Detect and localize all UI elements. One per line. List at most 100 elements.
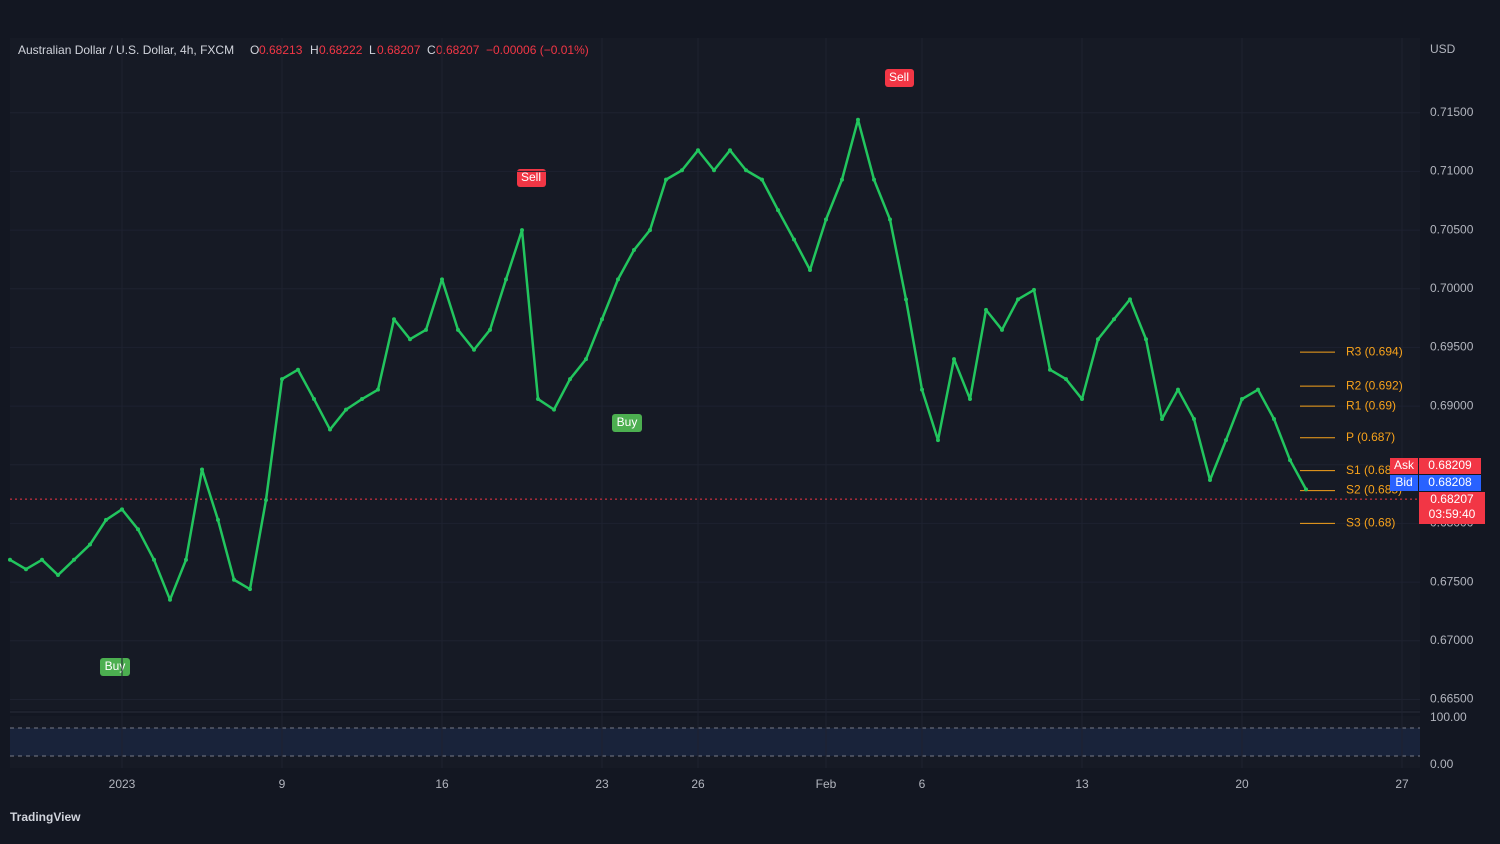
price-point: [1032, 287, 1036, 292]
price-point: [440, 277, 444, 282]
x-tick-label: 16: [435, 777, 449, 791]
price-point: [120, 507, 124, 512]
price-point: [616, 277, 620, 282]
price-point: [376, 387, 380, 392]
pivot-label: S2 (0.685): [1346, 483, 1402, 497]
price-point: [1096, 337, 1100, 342]
price-point: [856, 117, 860, 122]
x-tick-label: 9: [279, 777, 286, 791]
price-point: [1080, 397, 1084, 402]
price-point: [104, 517, 108, 522]
signal-sell: Sell: [885, 69, 914, 87]
price-point: [408, 337, 412, 342]
y-tick-label: 0.69500: [1430, 340, 1474, 354]
price-point: [1064, 377, 1068, 382]
price-point: [1208, 478, 1212, 483]
price-point: [1016, 297, 1020, 302]
price-point: [792, 237, 796, 242]
price-point: [136, 527, 140, 532]
pivot-label: P (0.687): [1346, 430, 1395, 444]
y-tick-label: 0.66500: [1430, 692, 1474, 706]
price-point: [584, 357, 588, 362]
signal-label: Buy: [105, 659, 126, 673]
pivot-label: R2 (0.692): [1346, 378, 1403, 392]
oscillator-tick-label: 100.00: [1430, 710, 1467, 724]
x-tick-label: 13: [1075, 777, 1089, 791]
price-point: [1000, 327, 1004, 332]
price-point: [1240, 397, 1244, 402]
currency: USD: [1430, 42, 1456, 56]
quote-box: Ask 0.68209 Bid 0.68208 0.68207 03:59:40: [1390, 458, 1485, 524]
price-point: [152, 557, 156, 562]
price-point: [728, 148, 732, 153]
price-point: [8, 557, 12, 562]
price-point: [968, 397, 972, 402]
y-tick-label: 0.67000: [1430, 633, 1474, 647]
last-price: 0.68207: [1430, 492, 1474, 506]
price-point: [88, 542, 92, 547]
y-tick-label: 0.71500: [1430, 105, 1474, 119]
price-point: [280, 377, 284, 382]
price-point: [632, 248, 636, 253]
price-point: [1256, 387, 1260, 392]
price-point: [1160, 417, 1164, 422]
close-label: C: [427, 43, 436, 57]
price-point: [1192, 417, 1196, 422]
price-point: [1224, 438, 1228, 443]
price-point: [872, 177, 876, 182]
price-point: [1304, 487, 1308, 492]
price-point: [984, 307, 988, 312]
open-value: 0.68213: [259, 43, 303, 57]
oscillator-tick-label: 0.00: [1430, 757, 1454, 771]
y-tick-label: 0.71000: [1430, 164, 1474, 178]
price-point: [24, 567, 28, 572]
change: −0.00006 (−0.01%): [486, 43, 589, 57]
y-tick-label: 0.69000: [1430, 398, 1474, 412]
price-point: [328, 427, 332, 432]
price-point: [1112, 317, 1116, 322]
signal-buy: Buy: [612, 414, 642, 432]
x-tick-label: 27: [1395, 777, 1409, 791]
price-point: [680, 168, 684, 173]
price-point: [200, 467, 204, 472]
price-point: [776, 208, 780, 213]
price-point: [232, 577, 236, 582]
price-point: [888, 217, 892, 222]
price-point: [56, 573, 60, 578]
price-point: [1272, 417, 1276, 422]
x-tick-label: Feb: [816, 777, 837, 791]
price-point: [760, 177, 764, 182]
close-value: 0.68207: [436, 43, 480, 57]
price-point: [712, 168, 716, 173]
price-point: [264, 497, 268, 502]
pivot-label: R3 (0.694): [1346, 344, 1403, 358]
price-line: [9, 118, 1308, 601]
price-point: [184, 557, 188, 562]
price-point: [168, 597, 172, 602]
price-point: [552, 407, 556, 412]
pivot-label: S1 (0.68: [1346, 463, 1392, 477]
price-point: [216, 517, 220, 522]
ask-value: 0.68209: [1428, 458, 1472, 472]
pivot-label: S3 (0.68): [1346, 516, 1395, 530]
price-point: [312, 397, 316, 402]
x-tick-label: 20: [1235, 777, 1249, 791]
price-point: [824, 217, 828, 222]
price-point: [808, 267, 812, 272]
price-point: [920, 387, 924, 392]
symbol: Australian Dollar / U.S. Dollar, 4h, FXC…: [18, 43, 234, 57]
low-label: L: [369, 43, 376, 57]
price-point: [520, 228, 524, 233]
signal-buy: Buy: [100, 658, 130, 676]
price-point: [664, 177, 668, 182]
price-point: [952, 357, 956, 362]
price-point: [472, 347, 476, 352]
price-point: [488, 327, 492, 332]
price-point: [456, 327, 460, 332]
signal-label: Sell: [521, 170, 541, 184]
price-point: [40, 557, 44, 562]
price-point: [360, 397, 364, 402]
price-point: [1144, 337, 1148, 342]
price-point: [648, 228, 652, 233]
